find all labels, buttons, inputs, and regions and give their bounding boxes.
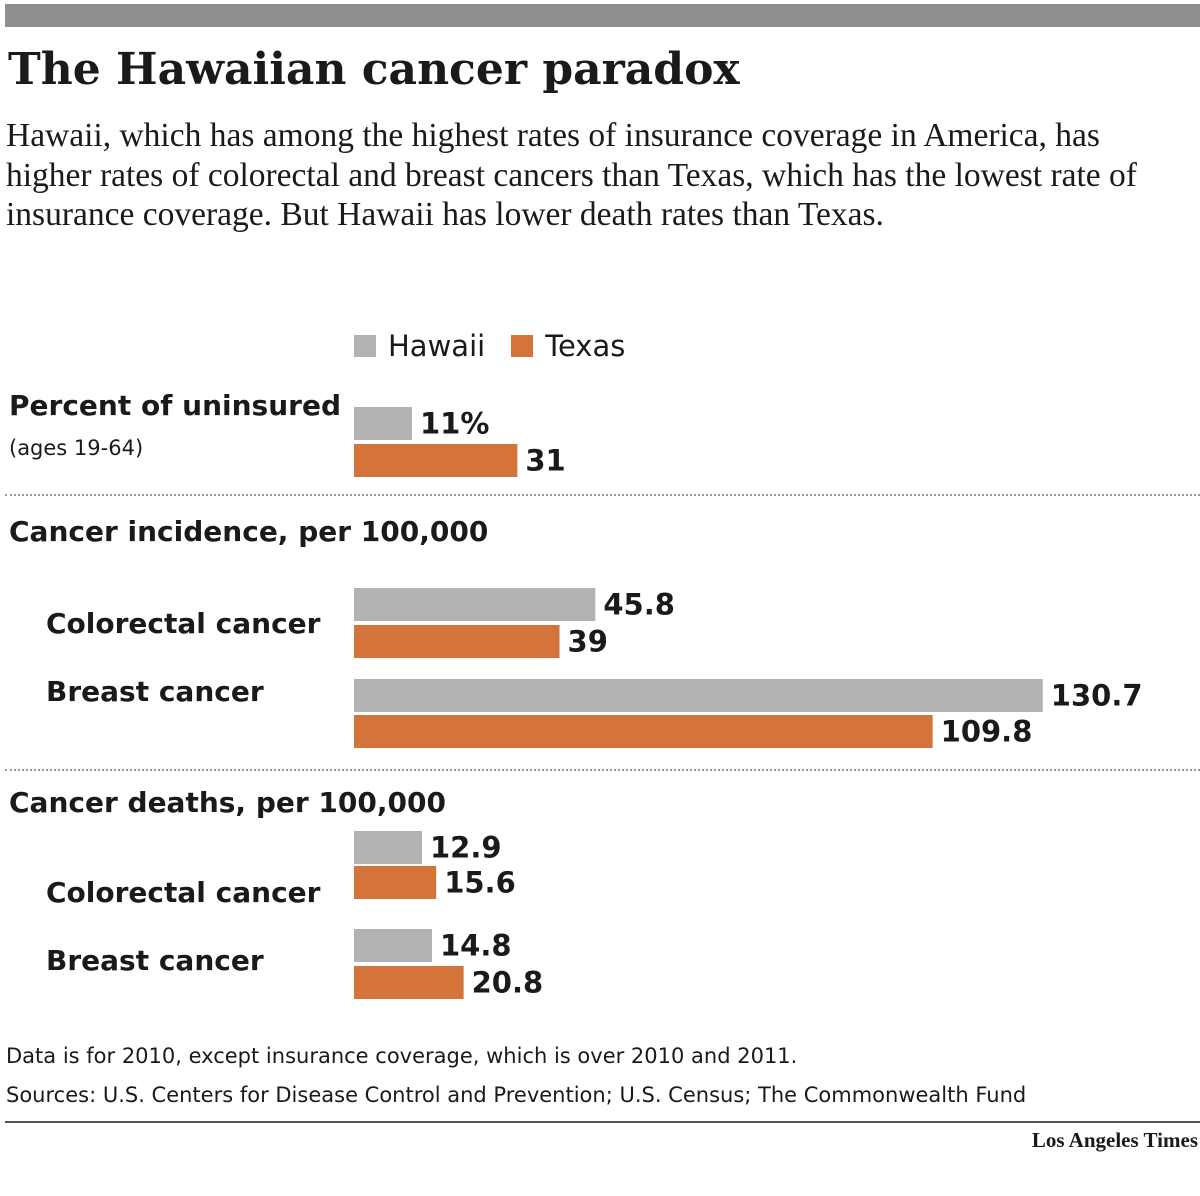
bar-cancer-deaths-per-100-000-breast-cancer-texas xyxy=(354,966,464,999)
section-divider xyxy=(5,769,1200,771)
data-label-cancer-incidence-per-100-000-colorectal-cancer-hawaii: 45.8 xyxy=(603,588,675,622)
legend: Hawaii Texas xyxy=(354,326,651,366)
legend-item-texas: Texas xyxy=(511,329,625,363)
bar-percent-of-uninsured-value-texas xyxy=(354,444,518,477)
credit-line: Los Angeles Times xyxy=(1031,1128,1198,1152)
data-label-percent-of-uninsured-value-hawaii: 11% xyxy=(420,407,489,441)
legend-swatch-hawaii xyxy=(354,335,376,357)
chart-subtitle: Hawaii, which has among the highest rate… xyxy=(6,117,1137,233)
category-label-incidence-breast: Breast cancer xyxy=(46,675,264,708)
data-label-cancer-incidence-per-100-000-breast-cancer-texas: 109.8 xyxy=(941,715,1033,749)
bar-chart: 11% 31 45.839 130.7 109.8 12.915.6 14.820.8 xyxy=(354,407,1143,1000)
top-rule xyxy=(5,4,1200,27)
data-label-cancer-incidence-per-100-000-breast-cancer-hawaii: 130.7 xyxy=(1051,679,1143,713)
bar-cancer-incidence-per-100-000-breast-cancer-hawaii xyxy=(354,679,1043,712)
legend-label-hawaii: Hawaii xyxy=(388,329,486,363)
data-label-cancer-deaths-per-100-000-colorectal-cancer-hawaii: 12.9 xyxy=(430,831,502,865)
legend-label-texas: Texas xyxy=(545,329,626,363)
bar-cancer-deaths-per-100-000-colorectal-cancer-hawaii xyxy=(354,831,422,864)
bar-cancer-incidence-per-100-000-colorectal-cancer-texas xyxy=(354,625,560,658)
bottom-rule xyxy=(5,1121,1200,1123)
group-title-uninsured: Percent of uninsured xyxy=(9,389,341,422)
legend-item-hawaii: Hawaii xyxy=(354,329,485,363)
bar-cancer-incidence-per-100-000-colorectal-cancer-hawaii xyxy=(354,588,596,621)
section-divider xyxy=(5,494,1200,496)
group-note-uninsured: (ages 19-64) xyxy=(9,436,144,460)
footnote-sources: Sources: U.S. Centers for Disease Contro… xyxy=(6,1083,1027,1107)
data-label-cancer-incidence-per-100-000-colorectal-cancer-texas: 39 xyxy=(568,625,608,659)
data-label-cancer-deaths-per-100-000-breast-cancer-hawaii: 14.8 xyxy=(440,929,512,963)
group-title-deaths: Cancer deaths, per 100,000 xyxy=(9,786,446,819)
data-label-percent-of-uninsured-value-texas: 31 xyxy=(525,444,565,478)
data-label-cancer-deaths-per-100-000-breast-cancer-texas: 20.8 xyxy=(472,966,544,1000)
data-label-cancer-deaths-per-100-000-colorectal-cancer-texas: 15.6 xyxy=(444,866,516,900)
group-title-incidence: Cancer incidence, per 100,000 xyxy=(9,515,489,548)
bar-cancer-incidence-per-100-000-breast-cancer-texas xyxy=(354,715,933,748)
category-label-deaths-breast: Breast cancer xyxy=(46,944,264,977)
category-label-deaths-colorectal: Colorectal cancer xyxy=(46,876,321,909)
footnote-data-note: Data is for 2010, except insurance cover… xyxy=(6,1044,798,1068)
legend-swatch-texas xyxy=(511,335,534,357)
bar-cancer-deaths-per-100-000-colorectal-cancer-texas xyxy=(354,866,437,899)
category-label-incidence-colorectal: Colorectal cancer xyxy=(46,607,321,640)
bar-cancer-deaths-per-100-000-breast-cancer-hawaii xyxy=(354,929,432,962)
bar-percent-of-uninsured-value-hawaii xyxy=(354,407,412,440)
chart-title: The Hawaiian cancer paradox xyxy=(8,44,740,95)
